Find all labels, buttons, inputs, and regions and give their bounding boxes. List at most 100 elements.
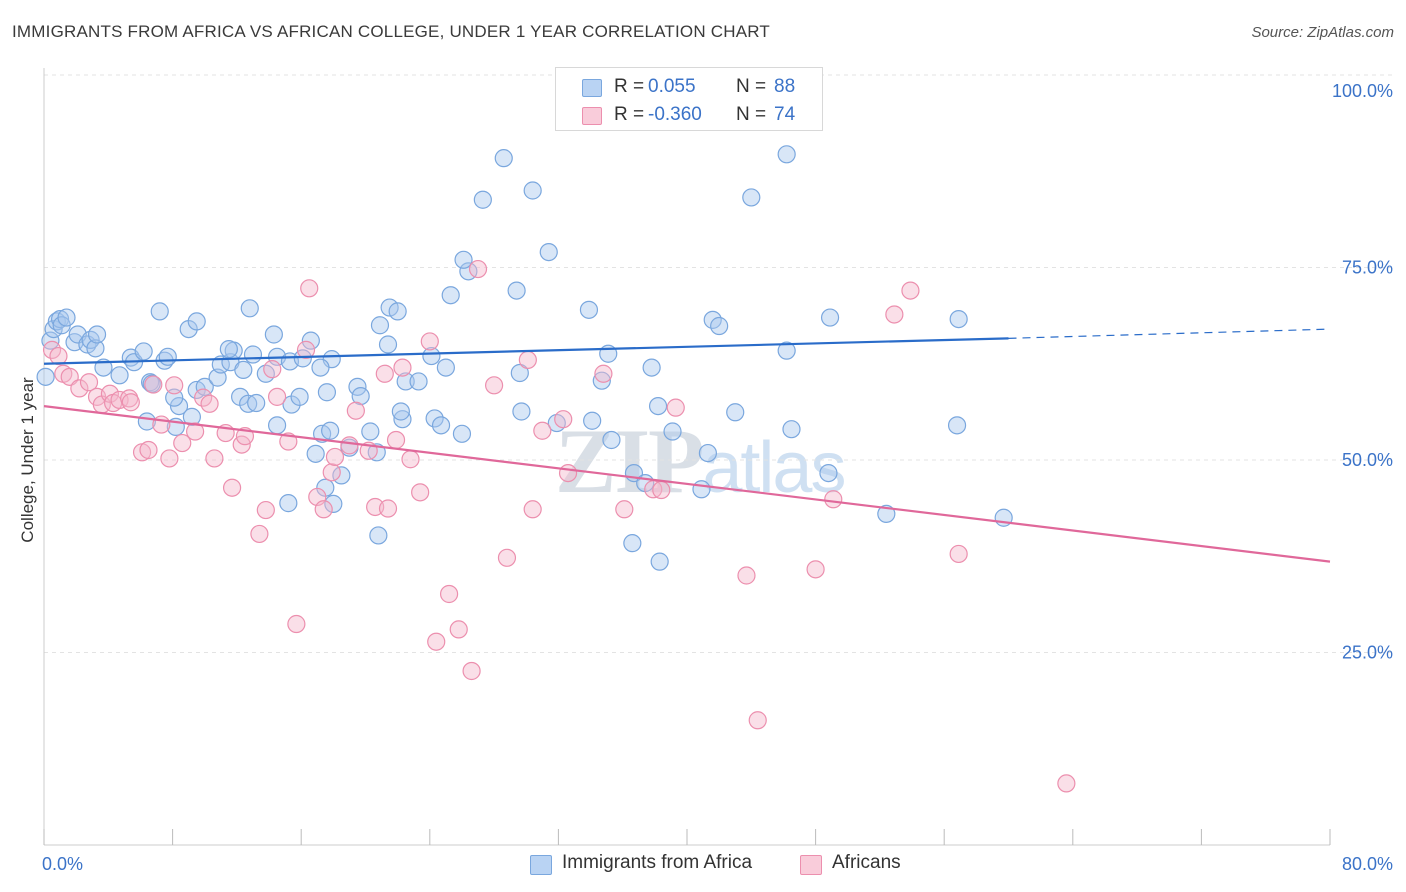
point-africans [250,524,269,544]
point-immigrants [361,422,380,441]
point-immigrants [642,358,661,377]
point-africans [1057,774,1076,793]
correlation-legend: R = 0.055 N = 88 R = -0.360 N = 74 [555,67,823,131]
point-immigrants [692,480,711,499]
point-immigrants [182,407,201,426]
trend-line-africans [43,405,1331,563]
legend-swatch-blue [582,79,602,97]
n-label: N = [736,76,767,97]
point-africans [666,398,685,417]
point-africans [652,480,671,500]
point-immigrants [782,420,801,439]
point-immigrants [409,372,428,391]
point-immigrants [648,397,668,416]
point-africans [748,711,767,730]
point-africans [386,430,406,450]
y-tick-label: 50.0% [1342,450,1393,470]
point-africans [523,500,542,519]
point-immigrants [391,402,410,421]
legend-row-pink: R = -0.360 N = 74 [556,100,822,130]
point-immigrants [623,534,642,553]
point-immigrants [279,494,298,513]
point-africans [121,393,140,412]
point-immigrants [158,347,177,366]
point-africans [806,560,825,579]
point-immigrants [422,346,441,366]
point-immigrants [539,243,558,262]
n-label: N = [736,104,767,125]
point-africans [885,305,904,324]
point-africans [160,449,179,468]
point-immigrants [777,145,796,164]
point-immigrants [165,388,184,407]
point-africans [378,499,398,518]
legend-label: Africans [832,852,901,873]
point-immigrants [663,422,682,441]
point-immigrants [134,342,153,361]
point-africans [427,632,446,651]
point-africans [949,544,968,564]
legend-row-blue: R = 0.055 N = 88 [556,72,822,102]
point-immigrants [150,302,169,321]
point-africans [165,376,184,395]
point-africans [205,449,224,468]
point-immigrants [742,188,761,207]
point-immigrants [698,443,717,463]
point-africans [393,358,412,377]
point-africans [79,373,99,392]
point-africans [497,548,517,567]
point-immigrants [583,411,602,430]
point-immigrants [234,360,253,380]
point-immigrants [317,383,337,402]
point-immigrants [378,335,398,354]
point-africans [287,614,306,634]
x-tick-label: 80.0% [1342,854,1393,874]
point-immigrants [452,424,472,443]
point-immigrants [86,339,105,358]
point-africans [314,500,333,519]
point-immigrants [240,299,259,318]
x-tick-label: 0.0% [42,854,83,874]
point-immigrants [41,331,60,350]
point-immigrants [710,316,729,336]
point-immigrants [494,149,513,168]
point-africans [49,346,68,366]
point-africans [615,500,634,519]
point-africans [70,379,89,398]
point-immigrants [510,363,529,383]
point-africans [518,350,537,369]
point-immigrants [947,416,967,435]
chart-title: IMMIGRANTS FROM AFRICA VS AFRICAN COLLEG… [12,22,771,41]
point-immigrants [650,552,669,571]
legend-label: Immigrants from Africa [562,852,753,873]
source-label: Source: ZipAtlas.com [1251,24,1394,41]
r-value: -0.360 [648,104,702,125]
trend-line-immigrants [43,337,1009,365]
point-immigrants [351,386,370,406]
point-africans [267,387,287,406]
y-tick-label: 75.0% [1342,258,1393,278]
point-immigrants [219,340,238,359]
y-tick-label: 25.0% [1342,643,1393,663]
point-immigrants [820,308,840,327]
point-immigrants [507,281,526,300]
point-immigrants [949,309,968,329]
point-africans [340,436,359,455]
point-immigrants [393,410,412,429]
point-immigrants [264,325,283,344]
point-africans [256,500,275,520]
point-africans [554,410,573,429]
n-value: 74 [774,104,796,125]
point-immigrants [396,372,415,391]
point-immigrants [187,312,206,331]
point-africans [485,376,504,395]
point-immigrants [370,316,390,335]
point-immigrants [388,302,407,321]
point-africans [375,364,394,383]
point-immigrants [142,374,161,393]
point-immigrants [247,393,266,413]
point-africans [296,340,316,359]
point-africans [322,463,341,482]
point-africans [411,483,430,502]
